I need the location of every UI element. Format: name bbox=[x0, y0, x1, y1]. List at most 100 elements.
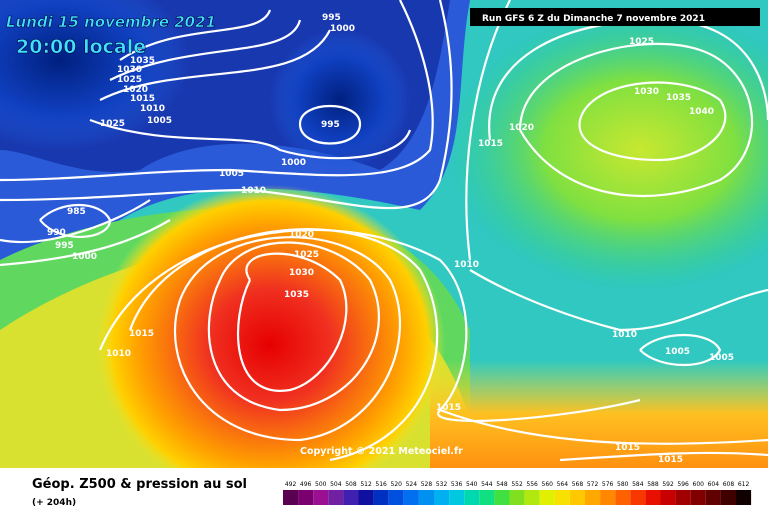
scale-swatch bbox=[705, 490, 721, 505]
isobar-label: 1015 bbox=[130, 94, 155, 104]
scale-label: 580 bbox=[617, 481, 629, 488]
scale-swatch bbox=[720, 490, 736, 505]
scale-swatch bbox=[418, 490, 434, 505]
scale-label: 524 bbox=[406, 481, 418, 488]
scale-swatch bbox=[298, 490, 314, 505]
scale-label: 508 bbox=[345, 481, 357, 488]
scale-label: 588 bbox=[647, 481, 659, 488]
isobar-label: 1015 bbox=[615, 443, 640, 453]
isobar-label: 1015 bbox=[436, 403, 461, 413]
scale-swatch bbox=[585, 490, 601, 505]
scale-label: 500 bbox=[315, 481, 327, 488]
scale-swatch bbox=[328, 490, 344, 505]
scale-swatch bbox=[343, 490, 359, 505]
scale-swatch bbox=[403, 490, 419, 505]
footer-lead: (+ 204h) bbox=[32, 498, 76, 508]
isobar-label: 1010 bbox=[454, 260, 479, 270]
scale-label: 504 bbox=[330, 481, 342, 488]
isobar-label: 1005 bbox=[665, 347, 690, 357]
scale-swatch bbox=[675, 490, 691, 505]
scale-label: 516 bbox=[375, 481, 387, 488]
scale-label: 560 bbox=[542, 481, 554, 488]
scale-label: 604 bbox=[708, 481, 720, 488]
isobar-label: 990 bbox=[47, 228, 66, 238]
scale-label: 540 bbox=[466, 481, 478, 488]
scale-swatch bbox=[494, 490, 510, 505]
scale-swatch bbox=[373, 490, 389, 505]
isobar-label: 1000 bbox=[281, 158, 306, 168]
scale-swatch bbox=[464, 490, 480, 505]
scale-swatch bbox=[479, 490, 495, 505]
isobar-label: 1005 bbox=[219, 169, 244, 179]
isobar-label: 995 bbox=[322, 13, 341, 23]
scale-swatch bbox=[358, 490, 374, 505]
isobar-label: 1020 bbox=[509, 123, 534, 133]
map-time: 20:00 locale bbox=[16, 36, 146, 58]
scale-label: 496 bbox=[300, 481, 312, 488]
isobar-label: 1030 bbox=[634, 87, 659, 97]
scale-swatch bbox=[283, 490, 299, 505]
isobar-label: 1035 bbox=[130, 56, 155, 66]
run-info: Run GFS 6 Z du Dimanche 7 novembre 2021 bbox=[482, 14, 705, 24]
isobar-label: 1015 bbox=[129, 329, 154, 339]
isobar-label: 1020 bbox=[289, 230, 314, 240]
isobar-label: 1010 bbox=[241, 186, 266, 196]
isobar-label: 1000 bbox=[72, 252, 97, 262]
scale-label: 576 bbox=[602, 481, 614, 488]
scale-label: 532 bbox=[436, 481, 448, 488]
scale-swatch bbox=[313, 490, 329, 505]
scale-label: 596 bbox=[677, 481, 689, 488]
isobar-label: 1025 bbox=[100, 119, 125, 129]
scale-swatch bbox=[630, 490, 646, 505]
isobar-label: 1035 bbox=[666, 93, 691, 103]
isobar-label: 1005 bbox=[709, 353, 734, 363]
isobar-label: 985 bbox=[67, 207, 86, 217]
scale-swatch bbox=[524, 490, 540, 505]
isobar-label: 1025 bbox=[629, 37, 654, 47]
scale-label: 556 bbox=[526, 481, 538, 488]
south-zone bbox=[430, 360, 768, 468]
isobar-label: 1005 bbox=[147, 116, 172, 126]
run-box bbox=[470, 8, 760, 26]
scale-label: 544 bbox=[481, 481, 493, 488]
isobar-label: 1035 bbox=[284, 290, 309, 300]
scale-label: 592 bbox=[662, 481, 674, 488]
scale-swatch bbox=[388, 490, 404, 505]
scale-swatch bbox=[509, 490, 525, 505]
isobar-label: 1030 bbox=[117, 65, 142, 75]
isobar-label: 1020 bbox=[123, 85, 148, 95]
scale-label: 520 bbox=[391, 481, 403, 488]
low-core bbox=[0, 0, 190, 150]
scale-label: 572 bbox=[587, 481, 599, 488]
isobar-label: 1010 bbox=[612, 330, 637, 340]
scale-label: 548 bbox=[496, 481, 508, 488]
scale-swatch bbox=[434, 490, 450, 505]
scale-label: 564 bbox=[557, 481, 569, 488]
scale-swatch bbox=[660, 490, 676, 505]
scale-label: 536 bbox=[451, 481, 463, 488]
scale-swatch bbox=[736, 490, 752, 505]
scale-label: 584 bbox=[632, 481, 644, 488]
scale-label: 528 bbox=[421, 481, 433, 488]
scale-label: 512 bbox=[360, 481, 372, 488]
isobar-label: 1010 bbox=[106, 349, 131, 359]
isobar-label: 1025 bbox=[117, 75, 142, 85]
isobar-label: 1010 bbox=[140, 104, 165, 114]
scale-swatch bbox=[690, 490, 706, 505]
isobar-label: 1015 bbox=[658, 455, 683, 465]
isobar-label: 1025 bbox=[294, 250, 319, 260]
copyright: Copyright © 2021 Meteociel.fr bbox=[300, 446, 463, 457]
footer-title: Géop. Z500 & pression au sol bbox=[32, 477, 247, 492]
scale-label: 600 bbox=[693, 481, 705, 488]
scale-label: 568 bbox=[572, 481, 584, 488]
scale-swatch bbox=[569, 490, 585, 505]
scale-label: 612 bbox=[738, 481, 750, 488]
scale-label: 608 bbox=[723, 481, 735, 488]
east-high bbox=[450, 10, 768, 290]
scale-label: 492 bbox=[285, 481, 297, 488]
isobar-label: 995 bbox=[321, 120, 340, 130]
scale-swatch bbox=[645, 490, 661, 505]
isobar-label: 1030 bbox=[289, 268, 314, 278]
scale-swatch bbox=[539, 490, 555, 505]
